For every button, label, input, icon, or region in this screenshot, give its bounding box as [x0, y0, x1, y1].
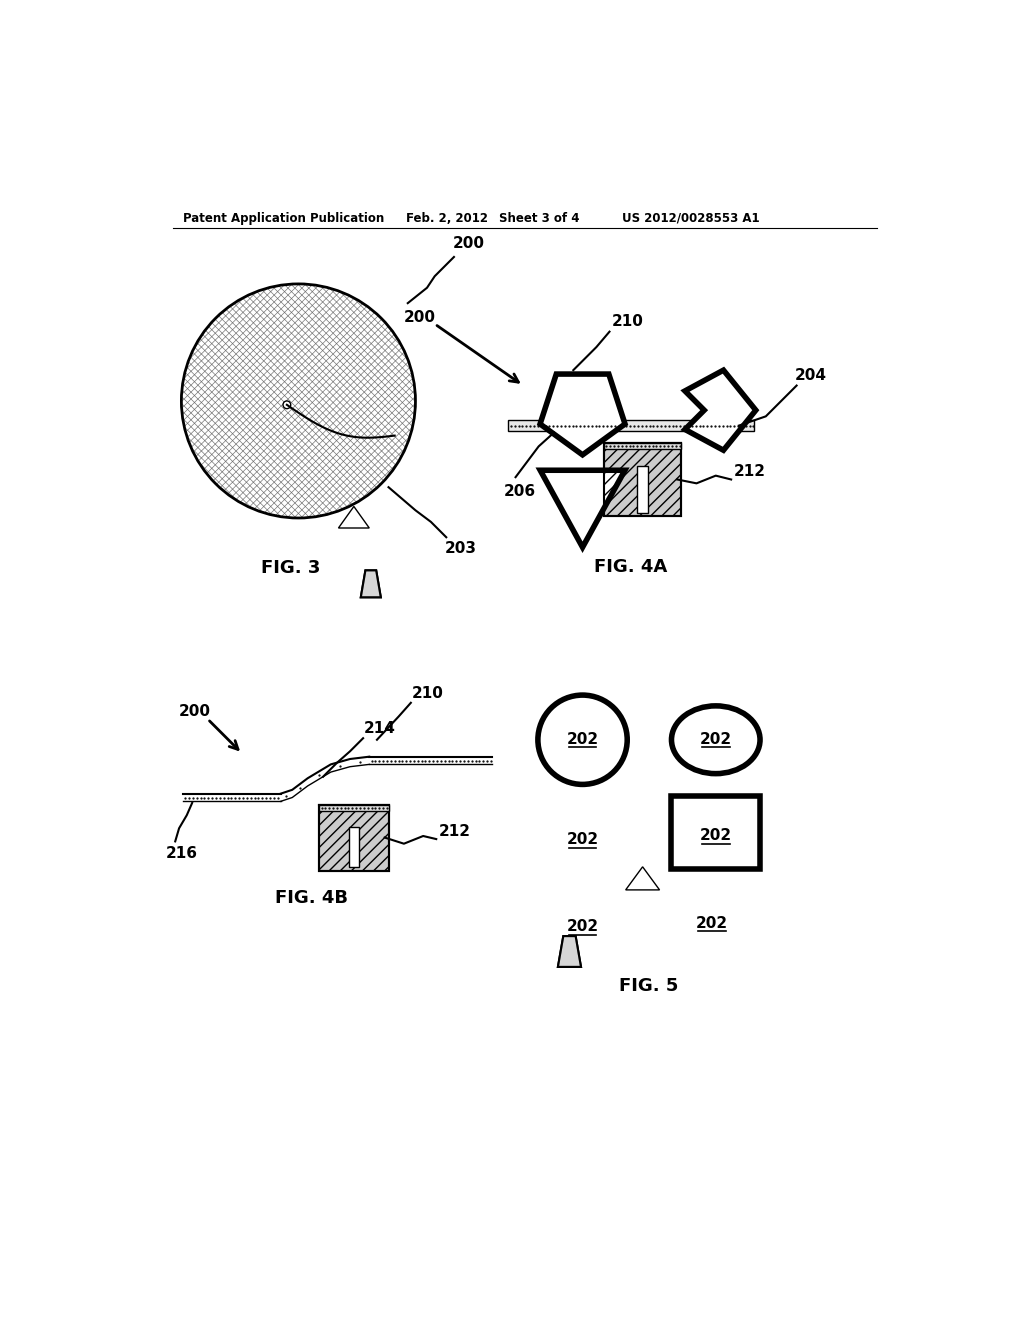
Bar	[349, 826, 358, 867]
Text: 200: 200	[403, 310, 436, 325]
Circle shape	[283, 401, 291, 409]
Text: Patent Application Publication: Patent Application Publication	[183, 213, 384, 224]
Bar	[508, 420, 755, 430]
Text: 204: 204	[795, 368, 827, 383]
Text: FIG. 4B: FIG. 4B	[275, 888, 348, 907]
Bar	[319, 805, 388, 871]
Text: Feb. 2, 2012: Feb. 2, 2012	[407, 213, 488, 224]
Text: 214: 214	[364, 722, 395, 737]
Text: 202: 202	[566, 919, 599, 935]
Polygon shape	[685, 370, 756, 450]
Text: FIG. 3: FIG. 3	[261, 560, 321, 577]
Text: 202: 202	[696, 916, 728, 931]
Text: US 2012/0028553 A1: US 2012/0028553 A1	[622, 213, 760, 224]
Bar	[319, 805, 388, 812]
Polygon shape	[558, 936, 581, 966]
Text: 203: 203	[444, 541, 477, 556]
Bar	[604, 444, 681, 516]
Polygon shape	[360, 570, 381, 598]
Text: 202: 202	[699, 733, 732, 747]
Bar	[672, 796, 760, 869]
Ellipse shape	[672, 706, 760, 774]
Bar	[604, 444, 681, 516]
Polygon shape	[558, 936, 581, 966]
Text: 210: 210	[611, 314, 644, 329]
Text: 202: 202	[699, 829, 732, 843]
Polygon shape	[626, 867, 659, 890]
Bar	[604, 444, 681, 449]
Polygon shape	[360, 570, 381, 598]
Circle shape	[538, 696, 628, 784]
Bar	[637, 466, 648, 512]
Bar	[319, 805, 388, 871]
Text: 200: 200	[453, 236, 484, 251]
Polygon shape	[540, 374, 625, 455]
Text: Sheet 3 of 4: Sheet 3 of 4	[499, 213, 580, 224]
Text: 202: 202	[566, 833, 599, 847]
Polygon shape	[339, 507, 370, 528]
Text: 202: 202	[566, 733, 599, 747]
Bar	[319, 805, 388, 871]
Text: FIG. 4A: FIG. 4A	[595, 557, 668, 576]
Text: 212: 212	[438, 824, 471, 840]
Text: 206: 206	[504, 483, 537, 499]
Text: 200: 200	[178, 704, 210, 719]
Polygon shape	[541, 470, 625, 548]
Bar	[604, 444, 681, 516]
Text: 212: 212	[733, 465, 766, 479]
Text: 216: 216	[166, 846, 198, 861]
Circle shape	[181, 284, 416, 517]
Text: 210: 210	[412, 686, 443, 701]
Text: FIG. 5: FIG. 5	[620, 977, 679, 995]
